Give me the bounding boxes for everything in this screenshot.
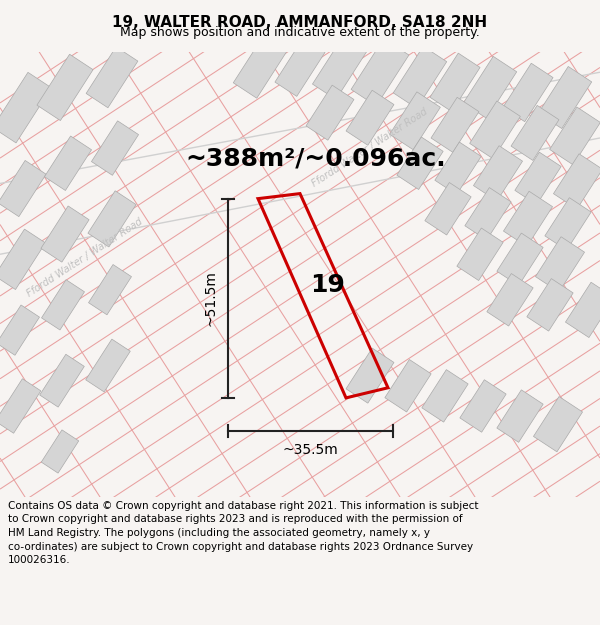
Text: Contains OS data © Crown copyright and database right 2021. This information is : Contains OS data © Crown copyright and d…: [8, 501, 478, 565]
Polygon shape: [503, 63, 553, 122]
Polygon shape: [393, 46, 447, 108]
Text: 19: 19: [311, 272, 346, 297]
Text: ~51.5m: ~51.5m: [204, 271, 218, 326]
Polygon shape: [460, 380, 506, 432]
Polygon shape: [40, 354, 84, 407]
Text: 19, WALTER ROAD, AMMANFORD, SA18 2NH: 19, WALTER ROAD, AMMANFORD, SA18 2NH: [112, 14, 488, 29]
Polygon shape: [44, 136, 92, 191]
Polygon shape: [470, 101, 520, 159]
Polygon shape: [503, 191, 553, 246]
Polygon shape: [0, 161, 46, 217]
Polygon shape: [465, 188, 511, 240]
Polygon shape: [425, 182, 471, 235]
Polygon shape: [435, 142, 481, 194]
Polygon shape: [89, 264, 131, 315]
Polygon shape: [527, 279, 573, 331]
Polygon shape: [0, 229, 46, 289]
Polygon shape: [346, 348, 394, 403]
Polygon shape: [533, 396, 583, 452]
Polygon shape: [313, 35, 368, 99]
Polygon shape: [41, 280, 85, 330]
Polygon shape: [37, 54, 93, 121]
Polygon shape: [389, 92, 440, 150]
Polygon shape: [431, 98, 479, 152]
Polygon shape: [41, 430, 79, 473]
Polygon shape: [422, 369, 468, 422]
Polygon shape: [233, 36, 287, 98]
Polygon shape: [91, 121, 139, 176]
Polygon shape: [88, 191, 136, 247]
Polygon shape: [397, 137, 443, 189]
Polygon shape: [473, 146, 523, 201]
Text: Ffordd Walter / Walter Road: Ffordd Walter / Walter Road: [25, 216, 144, 299]
Polygon shape: [511, 106, 559, 161]
Polygon shape: [497, 233, 543, 286]
Polygon shape: [385, 359, 431, 412]
Polygon shape: [275, 38, 325, 96]
Polygon shape: [535, 237, 584, 292]
Polygon shape: [430, 53, 480, 111]
Polygon shape: [550, 107, 600, 165]
Polygon shape: [351, 39, 409, 106]
Text: ~388m²/~0.096ac.: ~388m²/~0.096ac.: [185, 146, 446, 170]
Polygon shape: [565, 282, 600, 338]
Text: ~35.5m: ~35.5m: [283, 443, 338, 458]
Polygon shape: [553, 154, 600, 209]
Text: Map shows position and indicative extent of the property.: Map shows position and indicative extent…: [120, 26, 480, 39]
Polygon shape: [515, 152, 561, 204]
Polygon shape: [457, 228, 503, 281]
Polygon shape: [487, 274, 533, 326]
Polygon shape: [0, 379, 41, 433]
Polygon shape: [0, 72, 52, 143]
Polygon shape: [346, 90, 394, 145]
Polygon shape: [545, 198, 591, 250]
Polygon shape: [41, 206, 89, 262]
Polygon shape: [538, 66, 592, 129]
Polygon shape: [86, 47, 138, 108]
Text: Ffordd Walter / Walter Road: Ffordd Walter / Walter Road: [310, 107, 429, 189]
Polygon shape: [497, 390, 543, 442]
Polygon shape: [306, 85, 354, 140]
Polygon shape: [463, 56, 517, 118]
Polygon shape: [0, 305, 40, 355]
Polygon shape: [86, 339, 130, 392]
